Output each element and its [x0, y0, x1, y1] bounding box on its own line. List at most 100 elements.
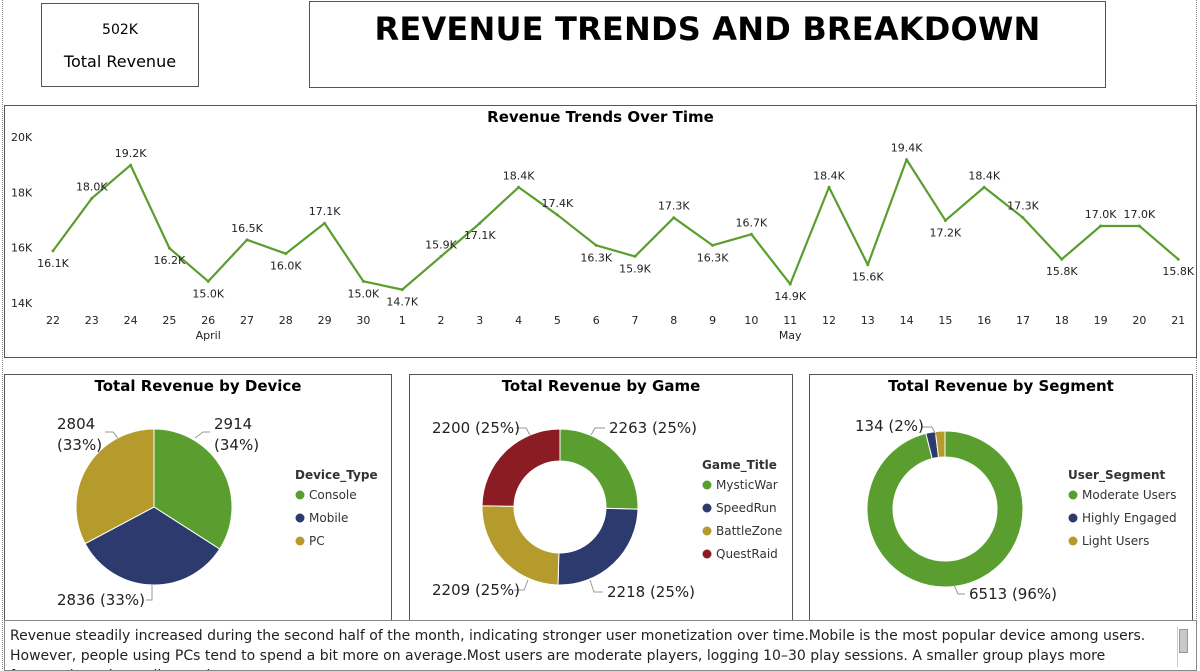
legend-item-console: Console [309, 488, 357, 502]
legend-marker [295, 536, 305, 546]
slice-mysticwar [559, 428, 639, 510]
revenue-data-point [827, 185, 831, 189]
revenue-data-point [982, 185, 986, 189]
slice-leader-line [922, 426, 937, 436]
legend-item-light-users: Light Users [1082, 534, 1149, 548]
revenue-data-label: 16.1K [37, 257, 69, 270]
device-chart-title: Total Revenue by Device [94, 377, 302, 395]
y-tick-label: 14K [11, 297, 33, 310]
slice-data-label: 2804 [57, 415, 95, 433]
slice-leader-line [514, 579, 529, 591]
x-tick-label: 2 [438, 314, 445, 327]
revenue-data-label: 17.3K [658, 200, 690, 213]
revenue-data-point [633, 254, 637, 258]
x-tick-label: 18 [1055, 314, 1069, 327]
x-tick-label: 6 [593, 314, 600, 327]
slice-questraid [481, 428, 561, 507]
x-tick-label: 14 [900, 314, 914, 327]
slice-pc [75, 428, 155, 545]
legend-item-highly-engaged: Highly Engaged [1082, 511, 1177, 525]
x-tick-label: 13 [861, 314, 875, 327]
summary-scrollbar[interactable] [1177, 627, 1188, 667]
x-tick-label: 4 [515, 314, 522, 327]
summary-text: Revenue steadily increased during the se… [10, 628, 1146, 670]
game-chart-title: Total Revenue by Game [501, 377, 701, 395]
revenue-data-point [749, 232, 753, 236]
total-revenue-card: 502K Total Revenue [41, 3, 199, 87]
revenue-data-point [439, 254, 443, 258]
revenue-data-label: 17.2K [930, 226, 962, 239]
x-tick-label: 24 [124, 314, 138, 327]
revenue-data-label: 17.1K [464, 229, 496, 242]
revenue-data-point [1176, 257, 1180, 261]
revenue-data-label: 15.9K [619, 262, 651, 275]
revenue-data-point [905, 158, 909, 162]
legend-marker [295, 513, 305, 523]
revenue-data-point [167, 246, 171, 250]
x-tick-label: 11 [783, 314, 797, 327]
revenue-data-label: 16.3K [580, 251, 612, 264]
x-tick-label: 26 [201, 314, 215, 327]
revenue-data-label: 16.2K [154, 254, 186, 267]
slice-leader-line [146, 585, 153, 601]
revenue-data-point [866, 263, 870, 267]
total-revenue-label: Total Revenue [63, 52, 177, 71]
revenue-data-label: 18.0K [76, 180, 108, 193]
revenue-data-label: 17.4K [542, 197, 574, 210]
slice-data-label: 2209 (25%) [432, 581, 520, 599]
x-tick-label: 1 [399, 314, 406, 327]
x-tick-label: 28 [279, 314, 293, 327]
x-tick-label: 8 [670, 314, 677, 327]
revenue-data-point [1099, 224, 1103, 228]
legend-title: User_Segment [1068, 468, 1166, 483]
revenue-data-point [323, 221, 327, 225]
x-tick-label: 23 [85, 314, 99, 327]
summary-scroll-thumb[interactable] [1179, 629, 1188, 653]
revenue-data-label: 15.9K [425, 238, 457, 251]
revenue-data-point [1137, 224, 1141, 228]
slice-moderate-users [866, 430, 1024, 588]
page-title: REVENUE TRENDS AND BREAKDOWN [374, 10, 1041, 48]
legend-item-mobile: Mobile [309, 511, 348, 525]
slice-data-label: (33%) [57, 436, 102, 454]
revenue-data-point [594, 243, 598, 247]
x-tick-label: 30 [356, 314, 370, 327]
y-tick-label: 20K [11, 131, 33, 144]
slice-data-label: 2218 (25%) [607, 583, 695, 601]
legend-marker [1068, 536, 1078, 546]
y-tick-label: 18K [11, 186, 33, 199]
x-tick-label: 9 [709, 314, 716, 327]
x-tick-label: 10 [744, 314, 758, 327]
revenue-data-label: 17.0K [1124, 208, 1156, 221]
revenue-data-point [90, 196, 94, 200]
summary-textbox[interactable]: Revenue steadily increased during the se… [4, 620, 1197, 671]
revenue-data-point [245, 238, 249, 242]
revenue-data-point [206, 279, 210, 283]
legend-marker [1068, 490, 1078, 500]
revenue-data-label: 17.3K [1007, 200, 1039, 213]
slice-battlezone [481, 505, 560, 586]
x-tick-label: 16 [977, 314, 991, 327]
revenue-data-label: 17.0K [1085, 208, 1117, 221]
revenue-data-point [788, 282, 792, 286]
revenue-data-label: 19.4K [891, 142, 923, 155]
revenue-data-label: 18.4K [813, 169, 845, 182]
revenue-data-label: 15.0K [348, 287, 380, 300]
x-tick-label: 5 [554, 314, 561, 327]
x-tick-label: 27 [240, 314, 254, 327]
revenue-data-label: 18.4K [968, 169, 1000, 182]
slice-light-users [934, 430, 946, 458]
slice-leader-line [590, 427, 605, 436]
device-pie-chart: 2914 (34%) 2804 (33%) 2836 (33%) Device_Type C… [57, 415, 378, 609]
x-tick-label: 22 [46, 314, 60, 327]
trend-chart-title: Revenue Trends Over Time [487, 108, 714, 126]
revenue-data-point [284, 252, 288, 256]
legend-item-speedrun: SpeedRun [716, 501, 777, 515]
slice-data-label: 2914 [214, 415, 252, 433]
slice-leader-line [589, 579, 603, 593]
revenue-data-point [517, 185, 521, 189]
legend-marker [702, 480, 712, 490]
revenue-data-label: 19.2K [115, 147, 147, 160]
revenue-data-point [711, 243, 715, 247]
